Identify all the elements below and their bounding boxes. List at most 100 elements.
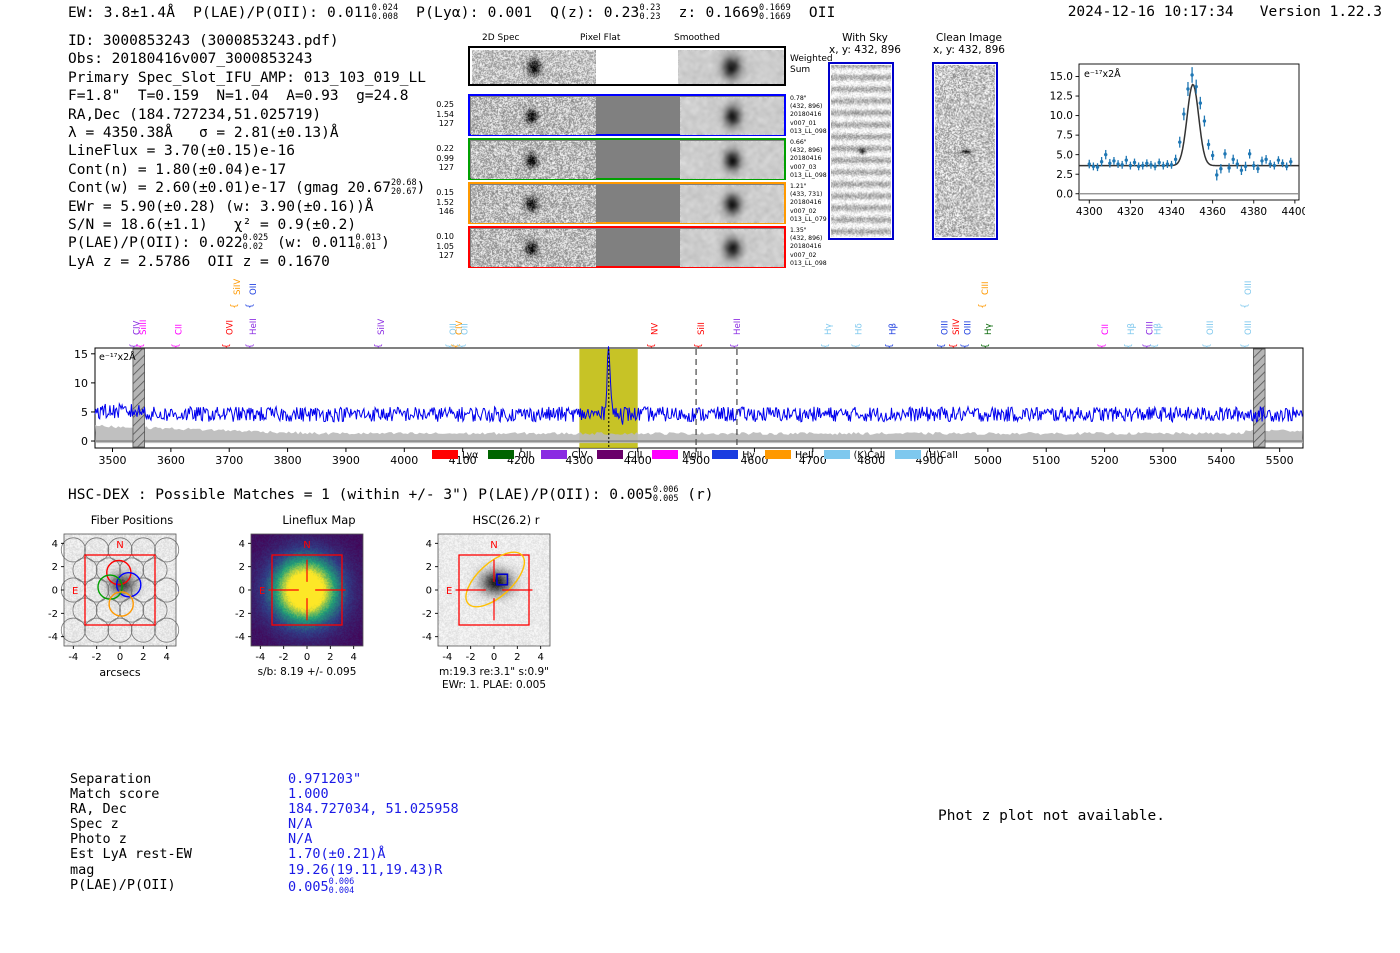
svg-text:4340: 4340	[1158, 206, 1185, 218]
z-label: z:	[678, 5, 697, 21]
full-spectrum-plot: 3500 3600 3700 3800 3900 4000 4100 4200 4300 4400…	[0, 270, 1400, 470]
z-value: 0.1669	[705, 5, 760, 21]
ew-label: EW:	[68, 5, 95, 21]
line-marker-label: Hδ	[855, 323, 865, 335]
emission-line-fit-plot: 4300 4320 4340 4360 4380 4400 0.0 2.5 5.0 7.5 10.0…	[1035, 52, 1308, 234]
match-table-value: 1.70(±0.21)Å	[288, 846, 386, 863]
match-table-value: 0.971203"	[288, 771, 362, 787]
hsc-dex-summary: HSC-DEX : Possible Matches = 1 (within +…	[68, 486, 713, 504]
row-smoothed-image	[680, 97, 784, 135]
row-right-metadata: 0.78" (432, 896) 20180416 v007_01 013_LL_098	[790, 95, 827, 135]
qz-label: Q(z):	[550, 5, 595, 21]
line-marker-bracket: {	[1241, 343, 1251, 349]
plya-value: 0.001	[487, 5, 533, 21]
line-marker-bracket: {	[129, 343, 139, 349]
line-marker-bracket: {	[730, 343, 740, 349]
svg-text:5500: 5500	[1266, 454, 1294, 467]
col-title-smoothed: Smoothed	[674, 33, 720, 43]
svg-text:5100: 5100	[1032, 454, 1060, 467]
line-marker-bracket: {	[960, 343, 970, 349]
meas-lambda: λ = 4350.38Å σ = 2.81(±0.13)Å	[68, 125, 339, 142]
fiber-positions-image	[64, 534, 176, 646]
match-table-value: 0.005 0.006 0.004	[288, 876, 355, 896]
source-ellipse	[465, 551, 526, 608]
legend-item: MgII	[652, 450, 702, 461]
plya-label: P(Lyα):	[416, 5, 479, 21]
cutout-title-text: Clean Image	[935, 32, 1003, 44]
weighted-sum-label: Weighted Sum	[790, 54, 833, 75]
svg-text:4: 4	[426, 539, 432, 550]
legend-item: HeII	[765, 450, 814, 461]
svg-text:2: 2	[239, 562, 245, 573]
svg-text:2: 2	[327, 652, 333, 663]
line-marker-label: OII	[249, 283, 259, 295]
line-marker-bracket: {	[949, 343, 959, 349]
legend-swatch	[765, 450, 792, 459]
legend-item: CIII	[597, 450, 642, 461]
line-marker-label: SiIV	[233, 279, 243, 295]
line-marker-label: HeII	[249, 318, 259, 335]
svg-text:4: 4	[350, 652, 356, 663]
meas-sn-chi: S/N = 18.6(±1.1) χ² = 0.9(±0.2)	[68, 217, 357, 234]
spec2d-row: 0.25 1.54 127 0.78" (432, 896) 20180416 v007_0…	[424, 90, 827, 138]
info-obs: Obs: 20180416v007_3000853243	[68, 51, 313, 68]
thumbnail-xlabel: arcsecs	[99, 666, 141, 679]
svg-text:5200: 5200	[1091, 454, 1119, 467]
svg-text:4: 4	[239, 539, 245, 550]
row-2dspec-image	[471, 185, 596, 223]
z-errors: 0.1669 0.1669	[759, 3, 791, 22]
clean-image	[935, 65, 995, 237]
match-table-value: 184.727034, 51.025958	[288, 801, 459, 818]
line-marker-bracket: {	[136, 343, 146, 349]
legend-item: Lyα	[432, 450, 478, 461]
line-marker-label: OIII	[964, 321, 974, 335]
svg-text:-4: -4	[48, 632, 58, 643]
line-marker-label: OII	[449, 323, 459, 335]
line-marker-label: CII	[175, 324, 185, 335]
row-left-values: 0.15 1.52 146	[436, 188, 454, 216]
thumbnail-caption: m:19.3 re:3.1" s:0.9"	[439, 666, 549, 678]
legend-label: (H)CaII	[925, 450, 958, 461]
version-label: Version 1.22.3	[1259, 4, 1382, 20]
line-marker-bracket: {	[821, 343, 831, 349]
hsc-dex-plae-errors: 0.006 0.005	[652, 485, 679, 504]
north-marker: N	[490, 540, 497, 551]
noise-band	[95, 424, 1303, 444]
spec2d-row: 0.15 1.52 146 1.21" (433, 731) 20180416 v007_0…	[424, 182, 827, 226]
legend-item: (H)CaII	[895, 450, 958, 461]
line-marker-label: Hβ	[1127, 323, 1137, 335]
svg-text:0: 0	[239, 586, 245, 597]
legend-label: OII	[518, 450, 532, 461]
qz-value: 0.23	[603, 5, 640, 21]
line-marker-label: NV	[650, 323, 660, 335]
svg-text:0: 0	[52, 586, 58, 597]
line-marker-label: OIII	[940, 321, 950, 335]
photz-note: Phot z plot not available.	[938, 808, 1165, 824]
line-marker-bracket: {	[1203, 343, 1213, 349]
cutout-title: With Sky x, y: 432, 896	[810, 32, 920, 56]
match-table-value: N/A	[288, 831, 313, 848]
svg-text:0: 0	[304, 652, 310, 663]
col-title-pixelflat: Pixel Flat	[580, 33, 621, 43]
svg-text:3900: 3900	[332, 454, 360, 467]
line-marker-bracket: {	[694, 343, 704, 349]
match-table-value: 1.000	[288, 786, 329, 803]
thumbnail-caption: s/b: 8.19 +/- 0.095	[258, 666, 357, 678]
legend-swatch	[597, 450, 624, 459]
svg-text:4400: 4400	[624, 454, 652, 467]
line-marker-bracket: {	[1098, 343, 1108, 349]
weighted-sum-2dspec-image	[472, 50, 596, 84]
svg-text:0: 0	[81, 435, 88, 448]
svg-text:3800: 3800	[274, 454, 302, 467]
flux-unit-annotation: e⁻¹⁷x2Å	[1084, 68, 1121, 80]
svg-text:4320: 4320	[1117, 206, 1144, 218]
flux-unit-annotation: e⁻¹⁷x2Å	[99, 351, 136, 363]
north-marker: N	[116, 540, 123, 551]
svg-text:4360: 4360	[1199, 206, 1226, 218]
meas-redshifts: LyA z = 2.5786 OII z = 0.1670	[68, 253, 330, 270]
svg-text:10: 10	[74, 377, 88, 390]
plae-errors: 0.024 0.008	[371, 3, 399, 22]
row-2dspec-image	[471, 141, 596, 179]
svg-text:-2: -2	[235, 609, 245, 620]
line-marker-bracket: {	[981, 343, 991, 349]
